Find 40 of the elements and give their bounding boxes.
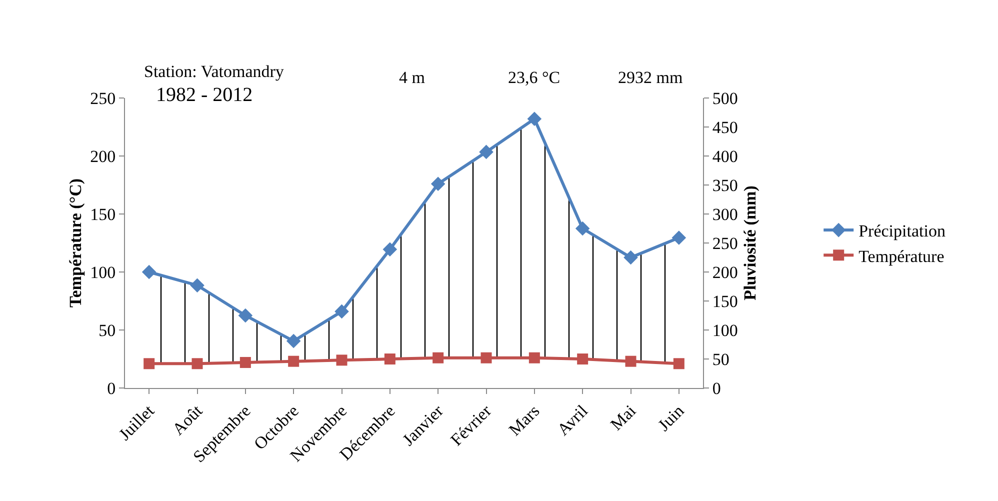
point xyxy=(238,308,253,323)
y-tick-label: 250 xyxy=(90,88,116,108)
y2-tick-label: 450 xyxy=(712,118,738,137)
y2-tick-label: 300 xyxy=(712,204,738,224)
y2-tick-label: 250 xyxy=(712,234,738,253)
legend-label: Température xyxy=(858,246,944,266)
legend-label: Précipitation xyxy=(858,222,946,241)
y-tick-label: 0 xyxy=(107,378,116,398)
x-tick-label: Mai xyxy=(606,401,640,434)
y2-tick-label: 400 xyxy=(712,146,738,166)
y-tick-label: 100 xyxy=(90,262,116,282)
y-tick-label: 150 xyxy=(90,204,116,224)
y2-tick-label: 500 xyxy=(712,88,738,108)
y-tick-label: 200 xyxy=(90,146,116,166)
annotation: 1982 - 2012 xyxy=(156,84,253,106)
point xyxy=(190,278,204,292)
y-axis-title: Température (°C) xyxy=(66,178,85,308)
text: 23,6 °C xyxy=(508,68,560,87)
y2-axis-title: Pluviosité (mm) xyxy=(740,186,760,300)
point xyxy=(334,304,349,319)
point xyxy=(286,334,301,348)
point xyxy=(624,250,638,265)
y2-tick-label: 100 xyxy=(712,320,738,340)
point xyxy=(382,242,398,257)
x-tick-label: Juin xyxy=(654,400,688,435)
text: 4 m xyxy=(399,68,425,87)
text: Station: Vatomandry xyxy=(144,62,284,81)
y2-tick-label: 0 xyxy=(712,378,721,398)
y-tick-label: 50 xyxy=(98,320,116,340)
point xyxy=(527,112,542,126)
point xyxy=(430,176,446,191)
y2-tick-label: 350 xyxy=(712,176,738,195)
y2-tick-label: 150 xyxy=(712,292,738,311)
point xyxy=(142,264,156,280)
point xyxy=(672,230,686,245)
y2-tick-label: 200 xyxy=(712,262,738,282)
point xyxy=(575,221,590,236)
text: 2932 mm xyxy=(618,68,683,87)
point xyxy=(479,144,494,160)
y2-tick-label: 50 xyxy=(712,350,730,369)
